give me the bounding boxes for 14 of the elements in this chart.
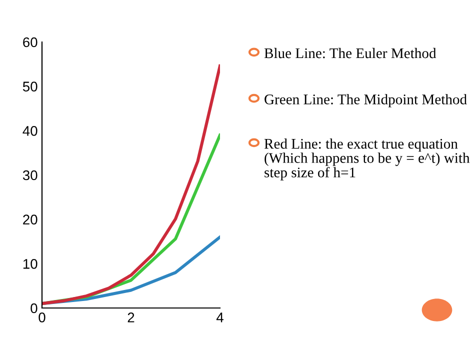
text: Blue Line: The Euler Method [264,48,436,58]
x-tick-label: 4 [216,312,224,322]
text: Green Line: The Midpoint Method [264,94,467,108]
y-tick-label: 40 [22,126,38,136]
x-tick-label: 2 [128,312,134,322]
line-series [42,64,220,306]
text: Red Line: the exact true equation (Which happens to be y = e^t) with step size of h=1 [264,138,470,180]
y-tick-label: 10 [23,259,38,269]
x-tick-label: 0 [38,312,46,322]
y-tick-label: 30 [22,170,38,180]
y-tick-label: 50 [22,82,38,92]
y-tick-label: 60 [23,37,38,48]
y-tick-label: 20 [23,214,38,225]
y-tick-label: 0 [30,303,38,314]
